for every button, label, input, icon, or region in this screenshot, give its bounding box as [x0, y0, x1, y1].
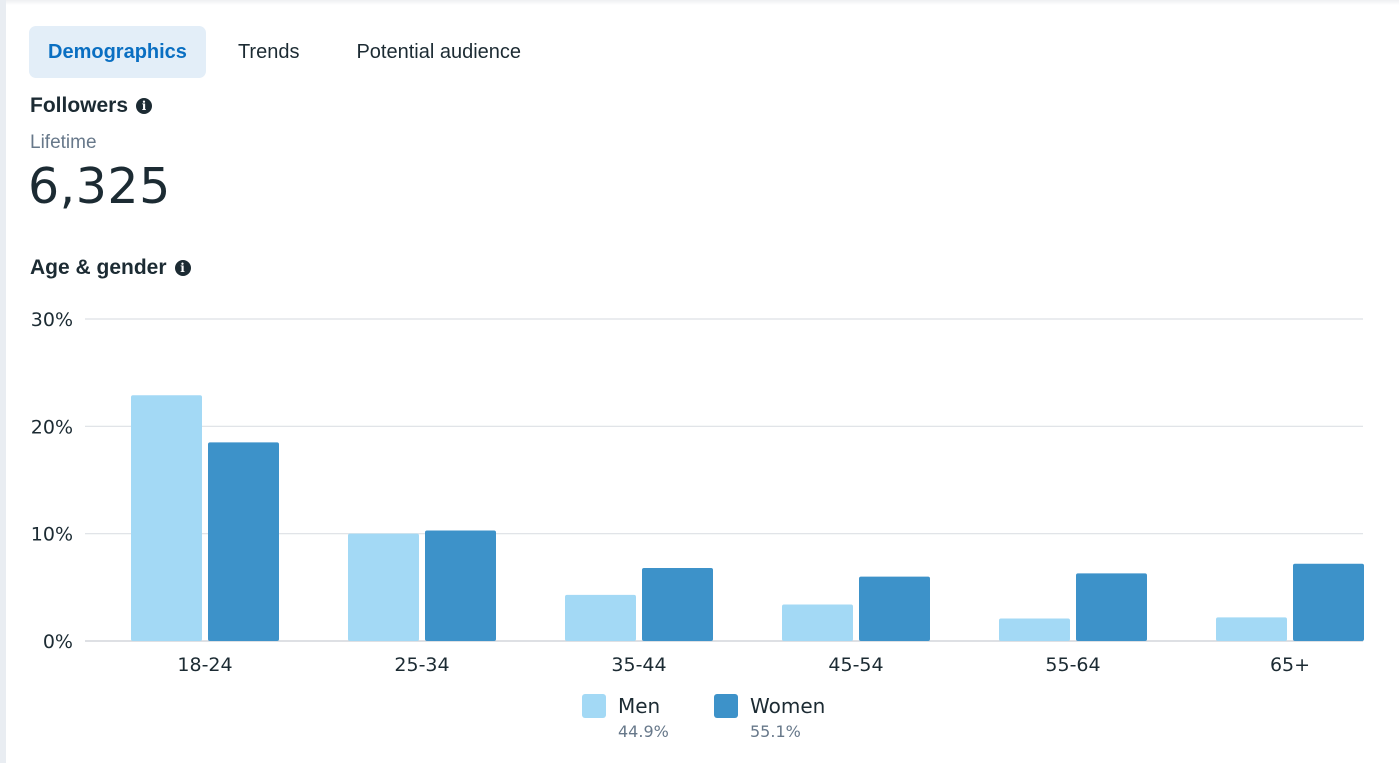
- info-icon[interactable]: i: [174, 260, 191, 276]
- top-divider: [6, 0, 1399, 5]
- legend-label-women: Women: [750, 694, 826, 718]
- bar-women-25-34: [425, 530, 496, 641]
- legend-swatch-men: [582, 694, 606, 718]
- legend-share-women: 55.1%: [750, 722, 801, 741]
- y-tick-label: 10%: [31, 524, 73, 546]
- bar-men-25-34: [348, 533, 419, 641]
- tab-potential-audience[interactable]: Potential audience: [356, 41, 522, 63]
- info-icon[interactable]: i: [136, 98, 153, 114]
- bar-women-55-64: [1076, 573, 1147, 641]
- y-tick-label: 0%: [43, 631, 73, 653]
- legend-item-women[interactable]: Women 55.1%: [714, 694, 825, 741]
- bar-men-18-24: [131, 395, 202, 641]
- bar-men-45-54: [782, 604, 853, 641]
- bar-men-55-64: [999, 618, 1070, 641]
- followers-heading: Followers i: [30, 94, 153, 118]
- x-category-label: 55-64: [1045, 654, 1100, 676]
- bar-women-18-24: [208, 442, 279, 641]
- bar-women-35-44: [642, 568, 713, 641]
- followers-period: Lifetime: [30, 132, 97, 153]
- tab-trends[interactable]: Trends: [237, 41, 300, 63]
- legend-item-men[interactable]: Men 44.9%: [582, 694, 669, 741]
- left-panel-edge: [0, 0, 6, 763]
- age-gender-heading: Age & gender i: [30, 256, 191, 280]
- bar-men-65+: [1216, 617, 1287, 641]
- x-category-label: 35-44: [611, 654, 666, 676]
- followers-count: 6,325: [28, 158, 171, 215]
- y-tick-label: 20%: [31, 416, 73, 438]
- bar-women-45-54: [859, 576, 930, 641]
- bar-women-65+: [1293, 563, 1364, 641]
- y-tick-label: 30%: [31, 309, 73, 331]
- followers-title: Followers: [30, 94, 129, 117]
- bar-men-35-44: [565, 594, 636, 641]
- x-category-label: 25-34: [394, 654, 449, 676]
- legend-swatch-women: [714, 694, 738, 718]
- insights-tabs: Demographics Trends Potential audience: [29, 26, 540, 78]
- x-category-label: 18-24: [177, 654, 232, 676]
- age-gender-title: Age & gender: [30, 256, 167, 279]
- legend-share-men: 44.9%: [618, 722, 669, 741]
- legend-label-men: Men: [618, 694, 661, 718]
- x-category-label: 65+: [1270, 654, 1310, 676]
- tab-demographics[interactable]: Demographics: [29, 26, 206, 78]
- x-category-label: 45-54: [828, 654, 883, 676]
